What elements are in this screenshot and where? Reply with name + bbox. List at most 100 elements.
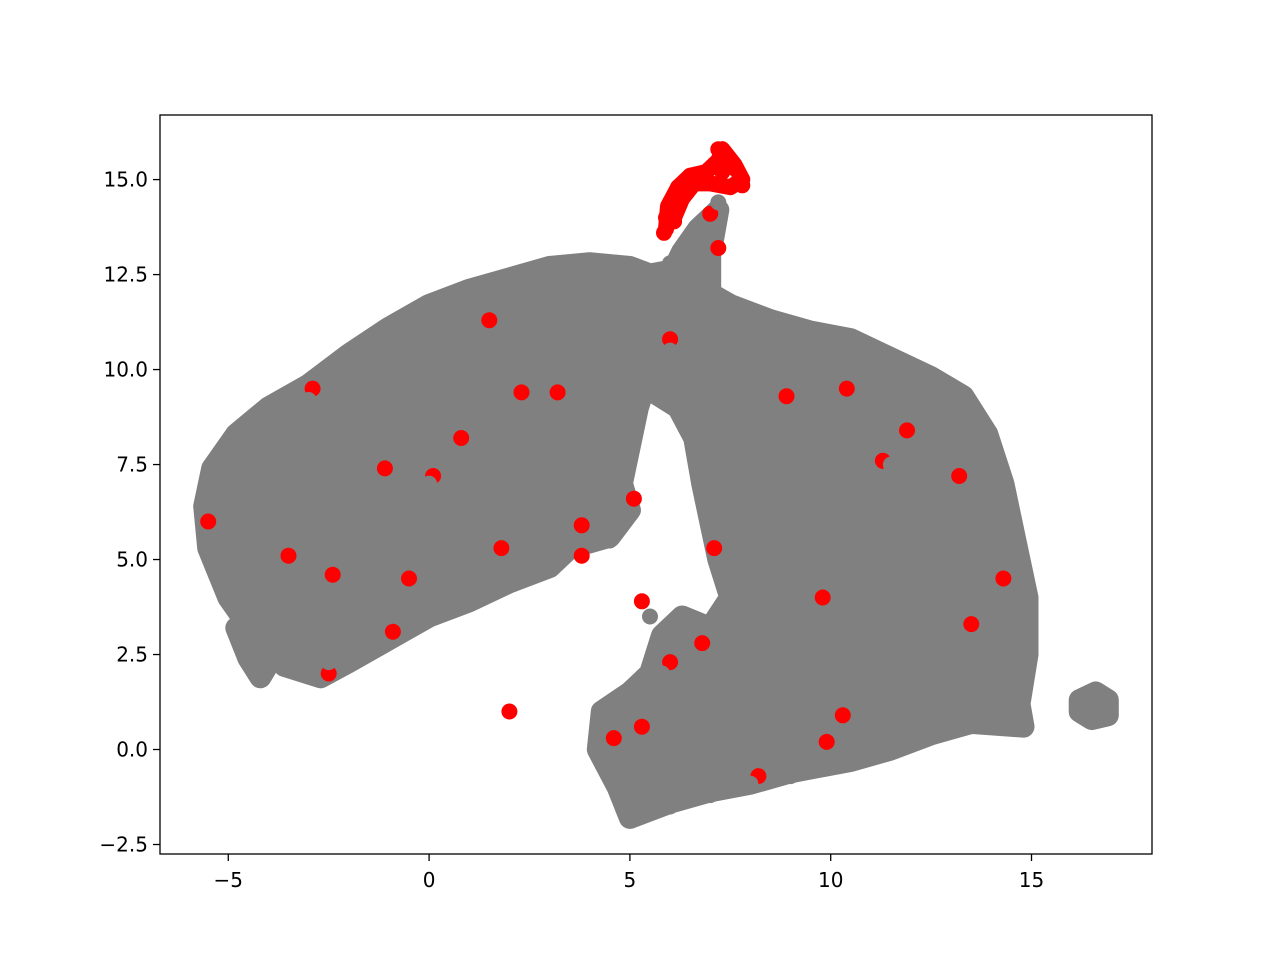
background-point <box>702 722 719 739</box>
highlight-point <box>662 654 679 671</box>
highlight-point <box>280 547 297 564</box>
background-point <box>842 494 859 511</box>
background-point <box>682 646 699 663</box>
background-point <box>421 308 438 325</box>
background-point <box>943 703 960 720</box>
highlight-point <box>633 718 650 735</box>
highlight-point <box>633 593 650 610</box>
background-point <box>541 266 558 283</box>
highlight-point <box>838 380 855 397</box>
background-point <box>601 711 618 728</box>
background-point <box>541 456 558 473</box>
highlight-point <box>605 730 622 747</box>
x-tick-label: 5 <box>624 868 637 892</box>
highlight-point <box>694 635 711 652</box>
highlight-point <box>493 540 510 557</box>
background-point <box>710 437 727 454</box>
highlight-point <box>573 547 590 564</box>
x-tick-label: 10 <box>818 868 843 892</box>
highlight-point <box>995 570 1012 587</box>
background-point <box>1015 608 1032 625</box>
background-point <box>903 373 919 389</box>
background-point <box>662 627 679 644</box>
background-point <box>541 513 558 530</box>
background-point <box>722 513 739 530</box>
background-point <box>722 608 739 625</box>
highlight-point <box>376 460 393 477</box>
background-point <box>340 627 357 644</box>
highlight-point <box>656 224 672 241</box>
plot-frame <box>159 114 1153 855</box>
background-point <box>1095 692 1112 709</box>
background-point <box>212 532 229 549</box>
background-point <box>702 787 719 804</box>
background-point <box>621 399 638 416</box>
highlight-point <box>670 179 687 196</box>
highlight-point <box>324 566 341 583</box>
background-point <box>862 399 879 416</box>
highlight-point <box>951 468 968 484</box>
highlight-point <box>726 160 743 177</box>
background-point <box>822 752 839 769</box>
background-point <box>642 684 658 701</box>
background-point <box>903 513 919 530</box>
highlight-point <box>706 540 723 557</box>
x-tick-label: 15 <box>1019 868 1044 892</box>
highlight-point <box>710 240 727 256</box>
background-point <box>903 627 919 644</box>
background-point <box>340 475 357 492</box>
background-point <box>762 570 779 587</box>
background-point <box>280 513 297 530</box>
background-point <box>923 418 940 435</box>
background-point <box>380 494 397 511</box>
x-axis: −5 0 5 10 15 <box>214 854 1044 892</box>
background-point <box>601 532 618 549</box>
background-point <box>862 741 879 758</box>
highlight-point <box>682 167 699 184</box>
background-point <box>702 323 719 340</box>
background-point <box>963 437 980 454</box>
background-point <box>782 437 799 454</box>
background-point <box>300 608 317 625</box>
background-point <box>862 589 879 606</box>
background-point <box>621 270 638 287</box>
background-point <box>662 798 679 815</box>
highlight-point <box>453 430 470 446</box>
highlight-point <box>778 388 795 405</box>
background-point <box>300 392 317 408</box>
background-point <box>1083 703 1100 720</box>
highlight-point <box>899 422 915 439</box>
background-point <box>943 392 960 408</box>
background-point <box>742 456 759 473</box>
background-point <box>280 646 297 663</box>
background-point <box>943 551 960 568</box>
background-point <box>943 646 960 663</box>
background-point <box>682 240 699 256</box>
y-tick-label: 5.0 <box>116 548 148 572</box>
background-point <box>421 475 438 492</box>
background-point <box>1015 711 1032 728</box>
x-tick-label: −5 <box>214 868 243 892</box>
y-tick-label: 15.0 <box>103 168 148 192</box>
background-point <box>581 262 598 279</box>
background-point <box>654 665 670 682</box>
background-point <box>340 361 357 378</box>
highlight-point <box>625 490 642 507</box>
background-point <box>240 456 257 473</box>
highlight-point <box>549 384 566 401</box>
background-point <box>822 627 839 644</box>
background-point <box>822 338 839 355</box>
highlight-point <box>834 707 851 724</box>
background-point <box>501 278 518 294</box>
background-point <box>802 532 819 549</box>
y-tick-label: −2.5 <box>99 833 148 857</box>
highlight-point <box>481 312 498 329</box>
y-tick-label: 2.5 <box>116 643 148 667</box>
background-point <box>252 657 269 674</box>
highlight-point <box>963 616 980 633</box>
highlight-point <box>320 665 337 682</box>
background-point <box>621 809 638 826</box>
background-point <box>782 768 799 785</box>
background-point <box>682 380 699 397</box>
